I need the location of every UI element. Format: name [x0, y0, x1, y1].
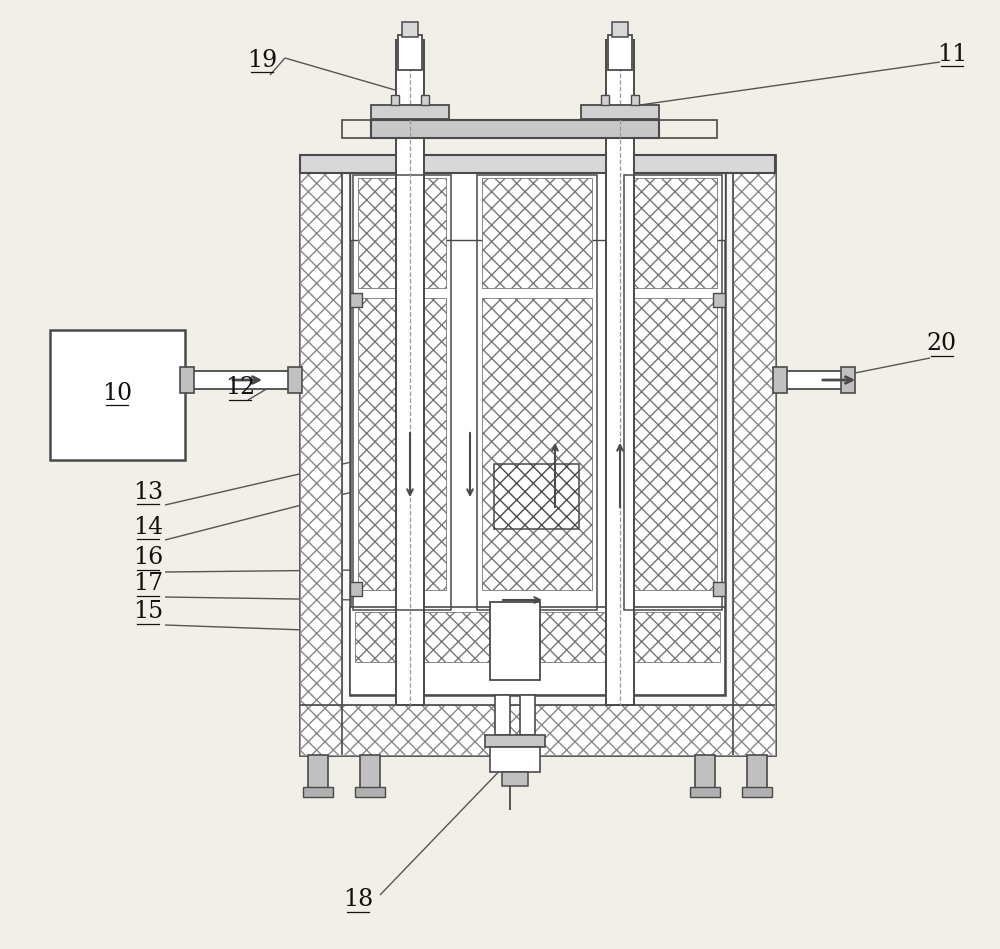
Bar [747, 755, 767, 795]
Bar [490, 602, 540, 680]
Text: 17: 17 [133, 572, 163, 596]
Bar [288, 367, 302, 393]
Bar [477, 175, 597, 610]
Bar [482, 178, 592, 288]
Bar [398, 35, 422, 70]
Bar [612, 22, 628, 37]
Bar [742, 787, 772, 797]
Text: 13: 13 [133, 480, 163, 504]
Bar [773, 367, 787, 393]
Bar [402, 22, 418, 37]
Bar [485, 735, 545, 747]
Bar [695, 755, 715, 795]
Bar [733, 155, 775, 755]
Bar [300, 155, 775, 173]
Bar [358, 178, 446, 288]
Text: 10: 10 [102, 381, 132, 404]
Bar [494, 464, 579, 529]
Bar [303, 787, 333, 797]
Bar [300, 155, 775, 755]
Bar [581, 105, 659, 119]
Bar [690, 787, 720, 797]
Bar [495, 695, 510, 735]
Bar [713, 582, 725, 596]
Bar [421, 95, 429, 105]
Bar [490, 747, 540, 772]
Bar [624, 175, 722, 610]
Bar [775, 371, 850, 389]
Bar [350, 170, 725, 695]
Bar [300, 705, 775, 755]
Bar [350, 607, 725, 695]
Bar [841, 367, 855, 393]
Bar [350, 582, 362, 596]
Bar [342, 120, 717, 138]
Bar [371, 120, 659, 138]
Bar [360, 755, 380, 795]
Bar [629, 178, 717, 288]
Bar [185, 371, 300, 389]
Bar [608, 35, 632, 70]
Bar [355, 612, 720, 662]
Bar [482, 298, 592, 590]
Bar [50, 330, 185, 460]
Bar [396, 40, 424, 705]
Text: 15: 15 [133, 601, 163, 623]
Bar [350, 293, 362, 307]
Bar [355, 787, 385, 797]
Text: 18: 18 [343, 888, 373, 911]
Bar [629, 298, 717, 590]
Bar [631, 95, 639, 105]
Bar [371, 105, 449, 119]
Text: 20: 20 [927, 332, 957, 356]
Text: 11: 11 [937, 43, 967, 65]
Bar [308, 755, 328, 795]
Bar [391, 95, 399, 105]
Bar [713, 293, 725, 307]
Text: 16: 16 [133, 547, 163, 569]
Bar [606, 40, 634, 705]
Bar [601, 95, 609, 105]
Bar [520, 695, 535, 735]
Bar [350, 170, 725, 240]
Text: 12: 12 [225, 377, 255, 400]
Bar [358, 298, 446, 590]
Bar [300, 155, 342, 755]
Text: 19: 19 [247, 48, 277, 71]
Text: 14: 14 [133, 515, 163, 538]
Bar [502, 772, 528, 786]
Bar [353, 175, 451, 610]
Bar [180, 367, 194, 393]
